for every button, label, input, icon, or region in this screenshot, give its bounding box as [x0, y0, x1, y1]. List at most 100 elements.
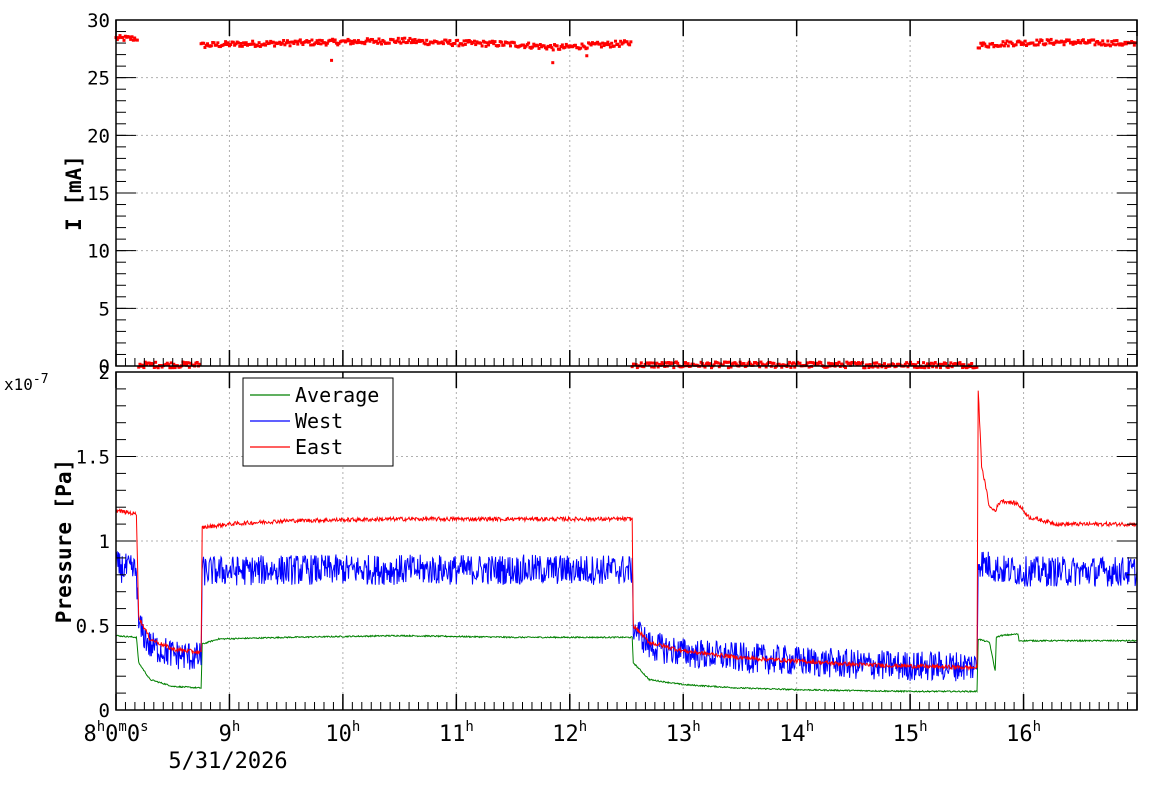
data-point [427, 42, 431, 46]
data-point [793, 365, 797, 369]
data-point [655, 361, 659, 365]
data-point [1037, 40, 1041, 44]
data-point [423, 42, 427, 46]
data-point [212, 41, 216, 45]
data-point [935, 365, 939, 369]
data-point [855, 363, 859, 367]
y-axis-title-pressure: Pressure [Pa] [52, 459, 76, 623]
data-point [143, 360, 147, 364]
data-point [371, 38, 375, 42]
data-point [231, 40, 235, 44]
data-point [264, 43, 268, 47]
y-tick-label: 2 [99, 362, 110, 384]
data-point [742, 362, 746, 366]
data-point [602, 44, 606, 48]
data-point [903, 362, 907, 366]
y-tick-label: 0 [99, 700, 110, 722]
data-point [252, 42, 256, 46]
data-point [408, 36, 412, 40]
data-point [726, 366, 730, 370]
data-point [1105, 43, 1109, 47]
data-point [377, 37, 381, 41]
data-point [280, 41, 284, 45]
data-point [789, 365, 793, 369]
data-point [487, 43, 491, 47]
data-point [244, 41, 248, 45]
data-point [521, 43, 525, 47]
data-point [333, 38, 337, 42]
data-point [334, 41, 338, 45]
data-point [728, 360, 732, 364]
data-point [580, 42, 584, 46]
data-point [980, 44, 984, 48]
data-point [798, 361, 802, 365]
data-point [382, 40, 386, 44]
x-tick-hour-suffix: h [806, 719, 814, 735]
data-point [168, 366, 172, 370]
x-tick-label: 13h [666, 719, 701, 747]
data-point [461, 43, 465, 47]
data-point [967, 363, 971, 367]
data-point [167, 363, 171, 367]
data-point [421, 39, 425, 43]
data-point [616, 42, 620, 46]
data-point [216, 41, 220, 45]
data-point [142, 366, 146, 370]
data-point [296, 42, 300, 46]
data-point [937, 362, 941, 366]
series-line-average [115, 632, 1138, 694]
data-point [863, 366, 867, 370]
data-point [914, 363, 918, 367]
data-point [772, 361, 776, 365]
data-point [1132, 43, 1136, 47]
data-point [925, 362, 929, 366]
data-point [242, 41, 246, 45]
x-tick-hour-suffix: h [465, 719, 473, 735]
y-tick-label: 20 [87, 125, 110, 147]
x-axis-date: 5/31/2026 [168, 749, 287, 774]
data-point [867, 366, 871, 370]
data-point [187, 365, 191, 369]
data-point [310, 38, 314, 42]
data-point [542, 44, 546, 48]
data-point [656, 365, 660, 369]
data-point [141, 363, 145, 367]
data-point [573, 43, 577, 47]
data-point [1023, 39, 1027, 43]
data-point [1079, 41, 1083, 45]
data-point [1111, 42, 1115, 46]
data-point [1019, 42, 1023, 46]
data-point [612, 44, 616, 48]
x-tick-hour: 10 [325, 722, 352, 747]
data-point [977, 46, 981, 50]
data-point [1112, 39, 1116, 43]
data-point [314, 41, 318, 45]
data-point [350, 39, 354, 43]
data-point [1053, 41, 1057, 45]
data-point [131, 38, 135, 42]
data-point [832, 362, 836, 366]
data-point [374, 39, 378, 43]
data-point [827, 361, 831, 365]
data-point [238, 44, 242, 48]
y-tick-label: 30 [87, 10, 110, 32]
data-point [531, 45, 535, 49]
data-point [1001, 40, 1005, 44]
data-point [708, 362, 712, 366]
data-point [706, 361, 710, 365]
data-point [635, 366, 639, 370]
data-point [598, 42, 602, 46]
data-point [868, 363, 872, 367]
data-point [484, 44, 488, 48]
data-point [492, 42, 496, 46]
data-point [395, 39, 399, 43]
data-point [440, 40, 444, 44]
data-point [1047, 39, 1051, 43]
data-point [144, 363, 148, 367]
data-point [1131, 41, 1135, 45]
data-point [684, 361, 688, 365]
data-point [148, 363, 152, 367]
data-point [257, 41, 261, 45]
x-tick-seconds-suffix: s [140, 719, 148, 735]
data-point [729, 365, 733, 369]
